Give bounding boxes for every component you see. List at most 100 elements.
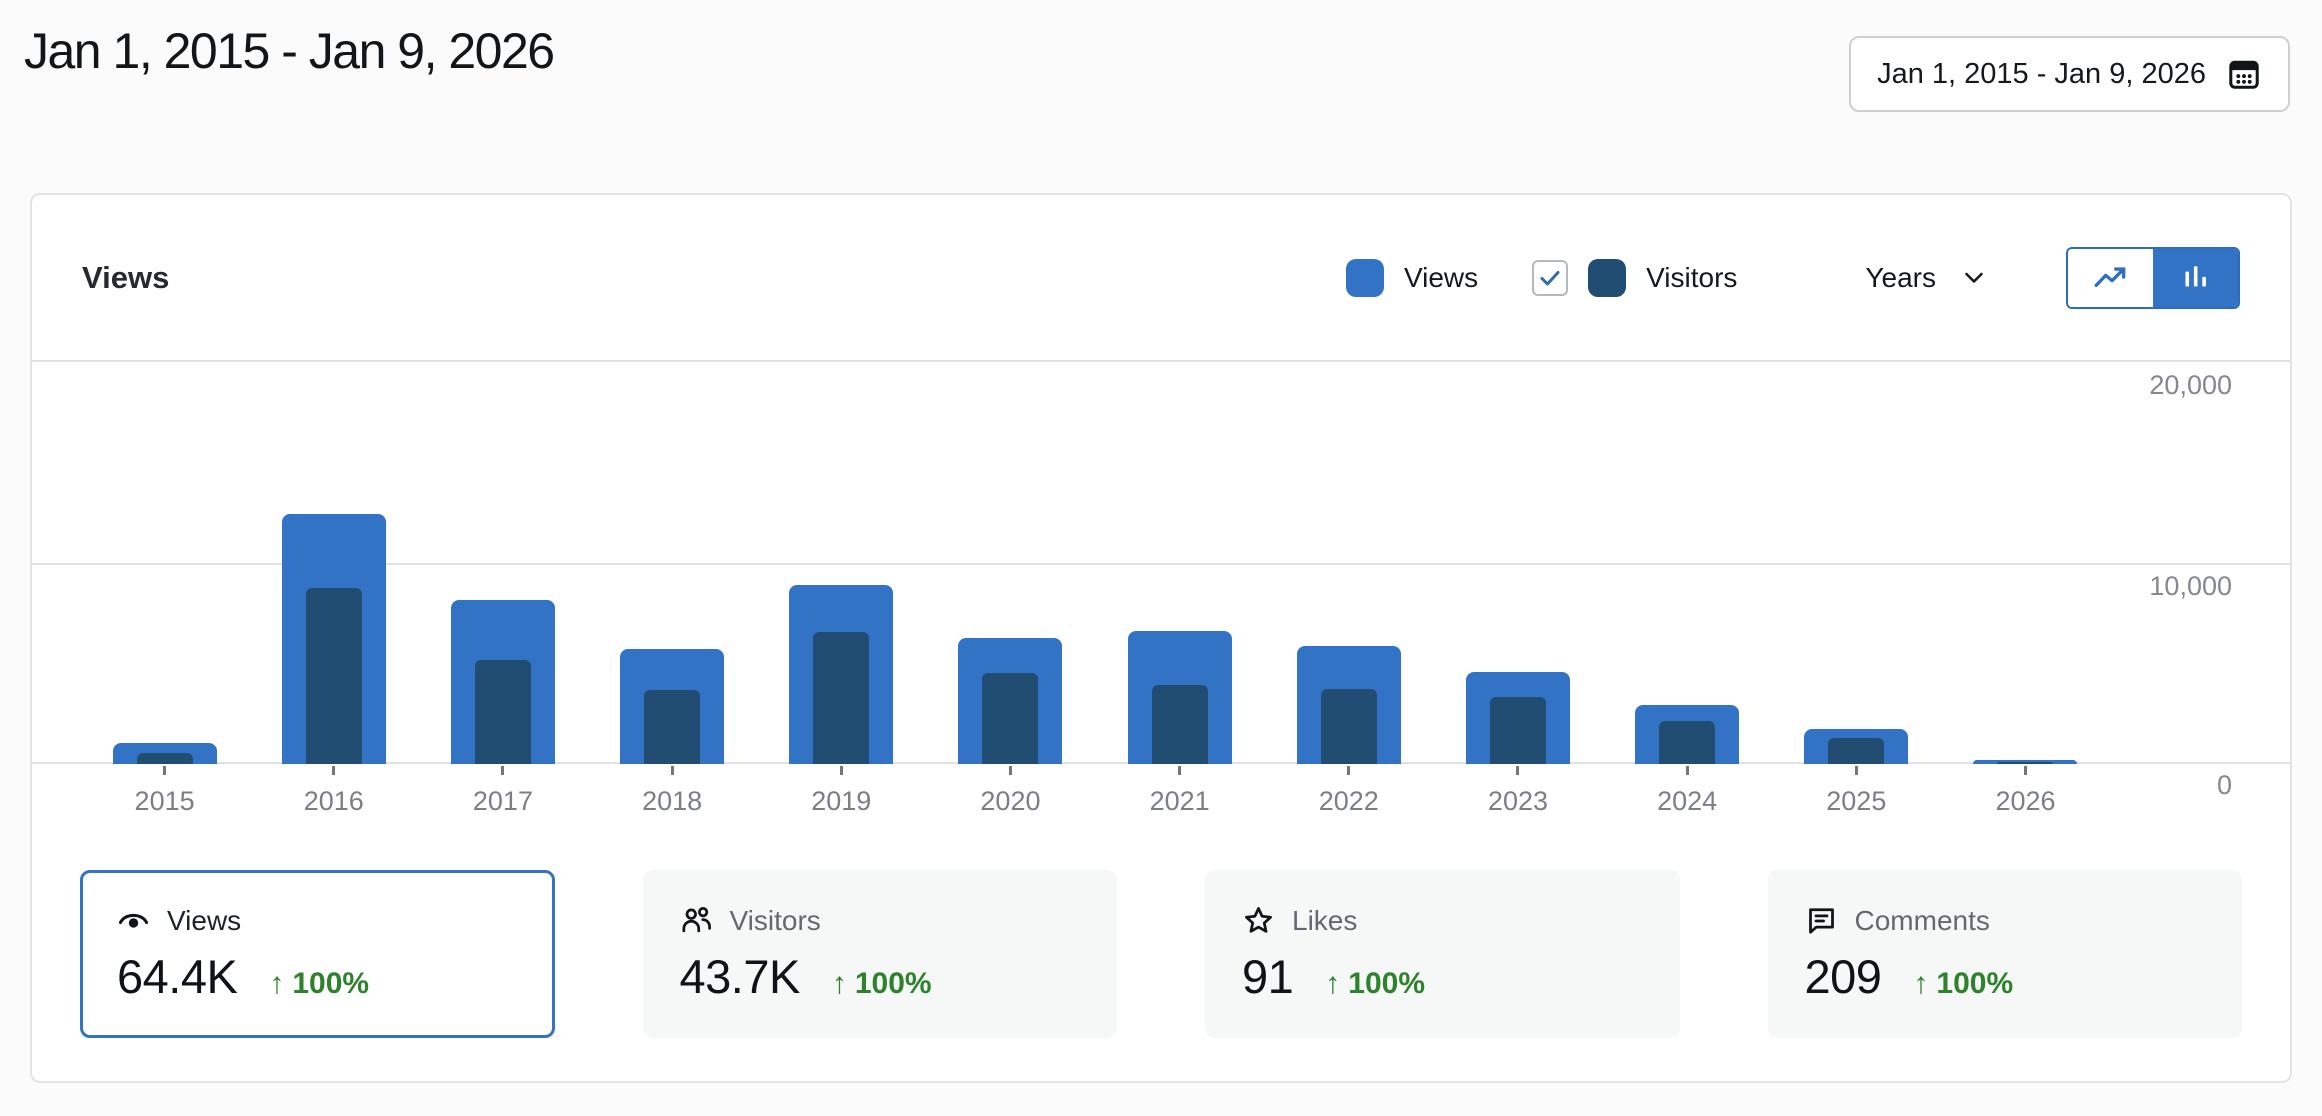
- check-icon: [1540, 270, 1560, 285]
- bar-group-2021[interactable]: [1095, 362, 1264, 764]
- tick-mark: [163, 766, 167, 775]
- visitors-bar[interactable]: [644, 690, 701, 764]
- visitors-bar[interactable]: [474, 660, 531, 764]
- visitors-bar[interactable]: [1151, 685, 1208, 764]
- x-axis-slot-2022: 2022: [1264, 764, 1433, 826]
- tick-mark: [501, 766, 505, 775]
- tick-mark: [1516, 766, 1520, 775]
- x-axis-slot-2024: 2024: [1603, 764, 1772, 826]
- x-axis: 2015 2016 2017 2018 2019 2020 2021 2022 2023 2024…: [80, 764, 2110, 826]
- visitors-bar[interactable]: [982, 673, 1039, 764]
- summary-cards-row: Views 64.4K ↑ 100% Visitors 43.7K ↑ 100%: [32, 870, 2290, 1038]
- visitors-bar[interactable]: [1828, 738, 1885, 764]
- bar-group-2019[interactable]: [757, 362, 926, 764]
- page-title: Jan 1, 2015 - Jan 9, 2026: [24, 23, 555, 79]
- tick-mark: [332, 766, 336, 775]
- legend-item-visitors[interactable]: Visitors: [1532, 258, 1737, 297]
- x-tick-label: 2016: [303, 786, 364, 816]
- x-tick-label: 2023: [1487, 786, 1548, 816]
- visitors-bar[interactable]: [813, 632, 870, 764]
- comment-icon: [1808, 908, 1834, 934]
- stat-label: Visitors: [729, 904, 821, 936]
- visitors-bar[interactable]: [136, 752, 193, 764]
- bar-group-2026[interactable]: [1941, 362, 2110, 764]
- interval-label: Years: [1865, 261, 1936, 293]
- x-axis-slot-2015: 2015: [80, 764, 249, 826]
- x-axis-slot-2018: 2018: [588, 764, 757, 826]
- bar-chart-toggle-button[interactable]: [2153, 248, 2238, 307]
- x-tick-label: 2017: [472, 786, 533, 816]
- y-axis-label-10000: 10,000: [2149, 571, 2232, 601]
- people-icon: [681, 907, 711, 933]
- tick-mark: [839, 766, 843, 775]
- x-tick-label: 2019: [811, 786, 872, 816]
- views-bar[interactable]: [1973, 759, 2078, 764]
- bar-group-2015[interactable]: [80, 362, 249, 764]
- line-chart-toggle-button[interactable]: [2068, 248, 2153, 307]
- stat-trend: ↑ 100%: [832, 967, 932, 1001]
- trend-value: 100%: [292, 967, 370, 1000]
- x-axis-slot-2025: 2025: [1772, 764, 1941, 826]
- visitors-bar[interactable]: [1489, 697, 1546, 764]
- visitors-checkbox[interactable]: [1532, 259, 1569, 296]
- x-tick-label: 2020: [980, 786, 1041, 816]
- bar-group-2018[interactable]: [588, 362, 757, 764]
- bar-group-2022[interactable]: [1264, 362, 1433, 764]
- x-axis-slot-2016: 2016: [249, 764, 418, 826]
- stats-chart-card: Views Views Visitors Years: [30, 193, 2292, 1083]
- x-tick-label: 2015: [134, 786, 195, 816]
- trend-value: 100%: [1348, 967, 1426, 1000]
- x-tick-label: 2018: [642, 786, 703, 816]
- bar-group-2024[interactable]: [1603, 362, 1772, 764]
- visitors-bar[interactable]: [1997, 762, 2054, 764]
- visitors-bar[interactable]: [1659, 721, 1716, 764]
- interval-dropdown[interactable]: Years: [1865, 262, 1986, 294]
- bar-series: [80, 362, 2110, 764]
- x-tick-label: 2024: [1657, 786, 1718, 816]
- x-tick-label: 2025: [1826, 786, 1887, 816]
- stat-trend: ↑ 100%: [1325, 967, 1425, 1001]
- chart-title: Views: [82, 259, 170, 295]
- stat-value: 91: [1242, 950, 1294, 1003]
- chart-controls: Views Visitors Years: [1345, 246, 2240, 309]
- stat-label: Comments: [1854, 904, 1990, 936]
- summary-card-comments[interactable]: Comments 209 ↑ 100%: [1767, 870, 2242, 1038]
- x-axis-slot-2026: 2026: [1941, 764, 2110, 826]
- trend-up-icon: ↑: [1913, 967, 1929, 1000]
- legend-item-views: Views: [1345, 258, 1478, 297]
- summary-card-likes[interactable]: Likes 91 ↑ 100%: [1205, 870, 1680, 1038]
- trend-up-icon: ↑: [269, 967, 285, 1000]
- stat-trend: ↑ 100%: [1913, 967, 2013, 1001]
- line-chart-icon: [2094, 266, 2125, 287]
- tick-mark: [1008, 766, 1012, 775]
- tick-mark: [670, 766, 674, 775]
- visitors-bar[interactable]: [1320, 689, 1377, 764]
- bar-group-2025[interactable]: [1772, 362, 1941, 764]
- summary-card-visitors[interactable]: Visitors 43.7K ↑ 100%: [642, 870, 1117, 1038]
- visitors-swatch: [1588, 258, 1627, 297]
- stat-trend: ↑ 100%: [269, 967, 369, 1001]
- x-tick-label: 2021: [1149, 786, 1210, 816]
- bar-chart-icon: [2184, 265, 2206, 286]
- tick-mark: [1685, 766, 1689, 775]
- visitors-bar[interactable]: [305, 587, 362, 764]
- stat-label: Views: [167, 904, 242, 936]
- summary-card-views[interactable]: Views 64.4K ↑ 100%: [80, 870, 555, 1038]
- star-icon: [1245, 907, 1272, 933]
- trend-up-icon: ↑: [831, 967, 847, 1000]
- tick-mark: [1854, 766, 1858, 775]
- bar-group-2023[interactable]: [1433, 362, 1602, 764]
- bar-group-2016[interactable]: [249, 362, 418, 764]
- trend-up-icon: ↑: [1325, 967, 1341, 1000]
- tick-mark: [1178, 766, 1182, 775]
- stat-value: 209: [1804, 950, 1882, 1003]
- x-axis-slot-2021: 2021: [1095, 764, 1264, 826]
- bar-group-2020[interactable]: [926, 362, 1095, 764]
- stat-value: 64.4K: [117, 950, 238, 1003]
- chart-header: Views Views Visitors Years: [32, 195, 2290, 362]
- bar-group-2017[interactable]: [418, 362, 587, 764]
- date-range-picker-button[interactable]: Jan 1, 2015 - Jan 9, 2026: [1849, 36, 2290, 112]
- eye-icon: [118, 913, 149, 928]
- x-tick-label: 2026: [1995, 786, 2056, 816]
- stat-label: Likes: [1292, 904, 1358, 936]
